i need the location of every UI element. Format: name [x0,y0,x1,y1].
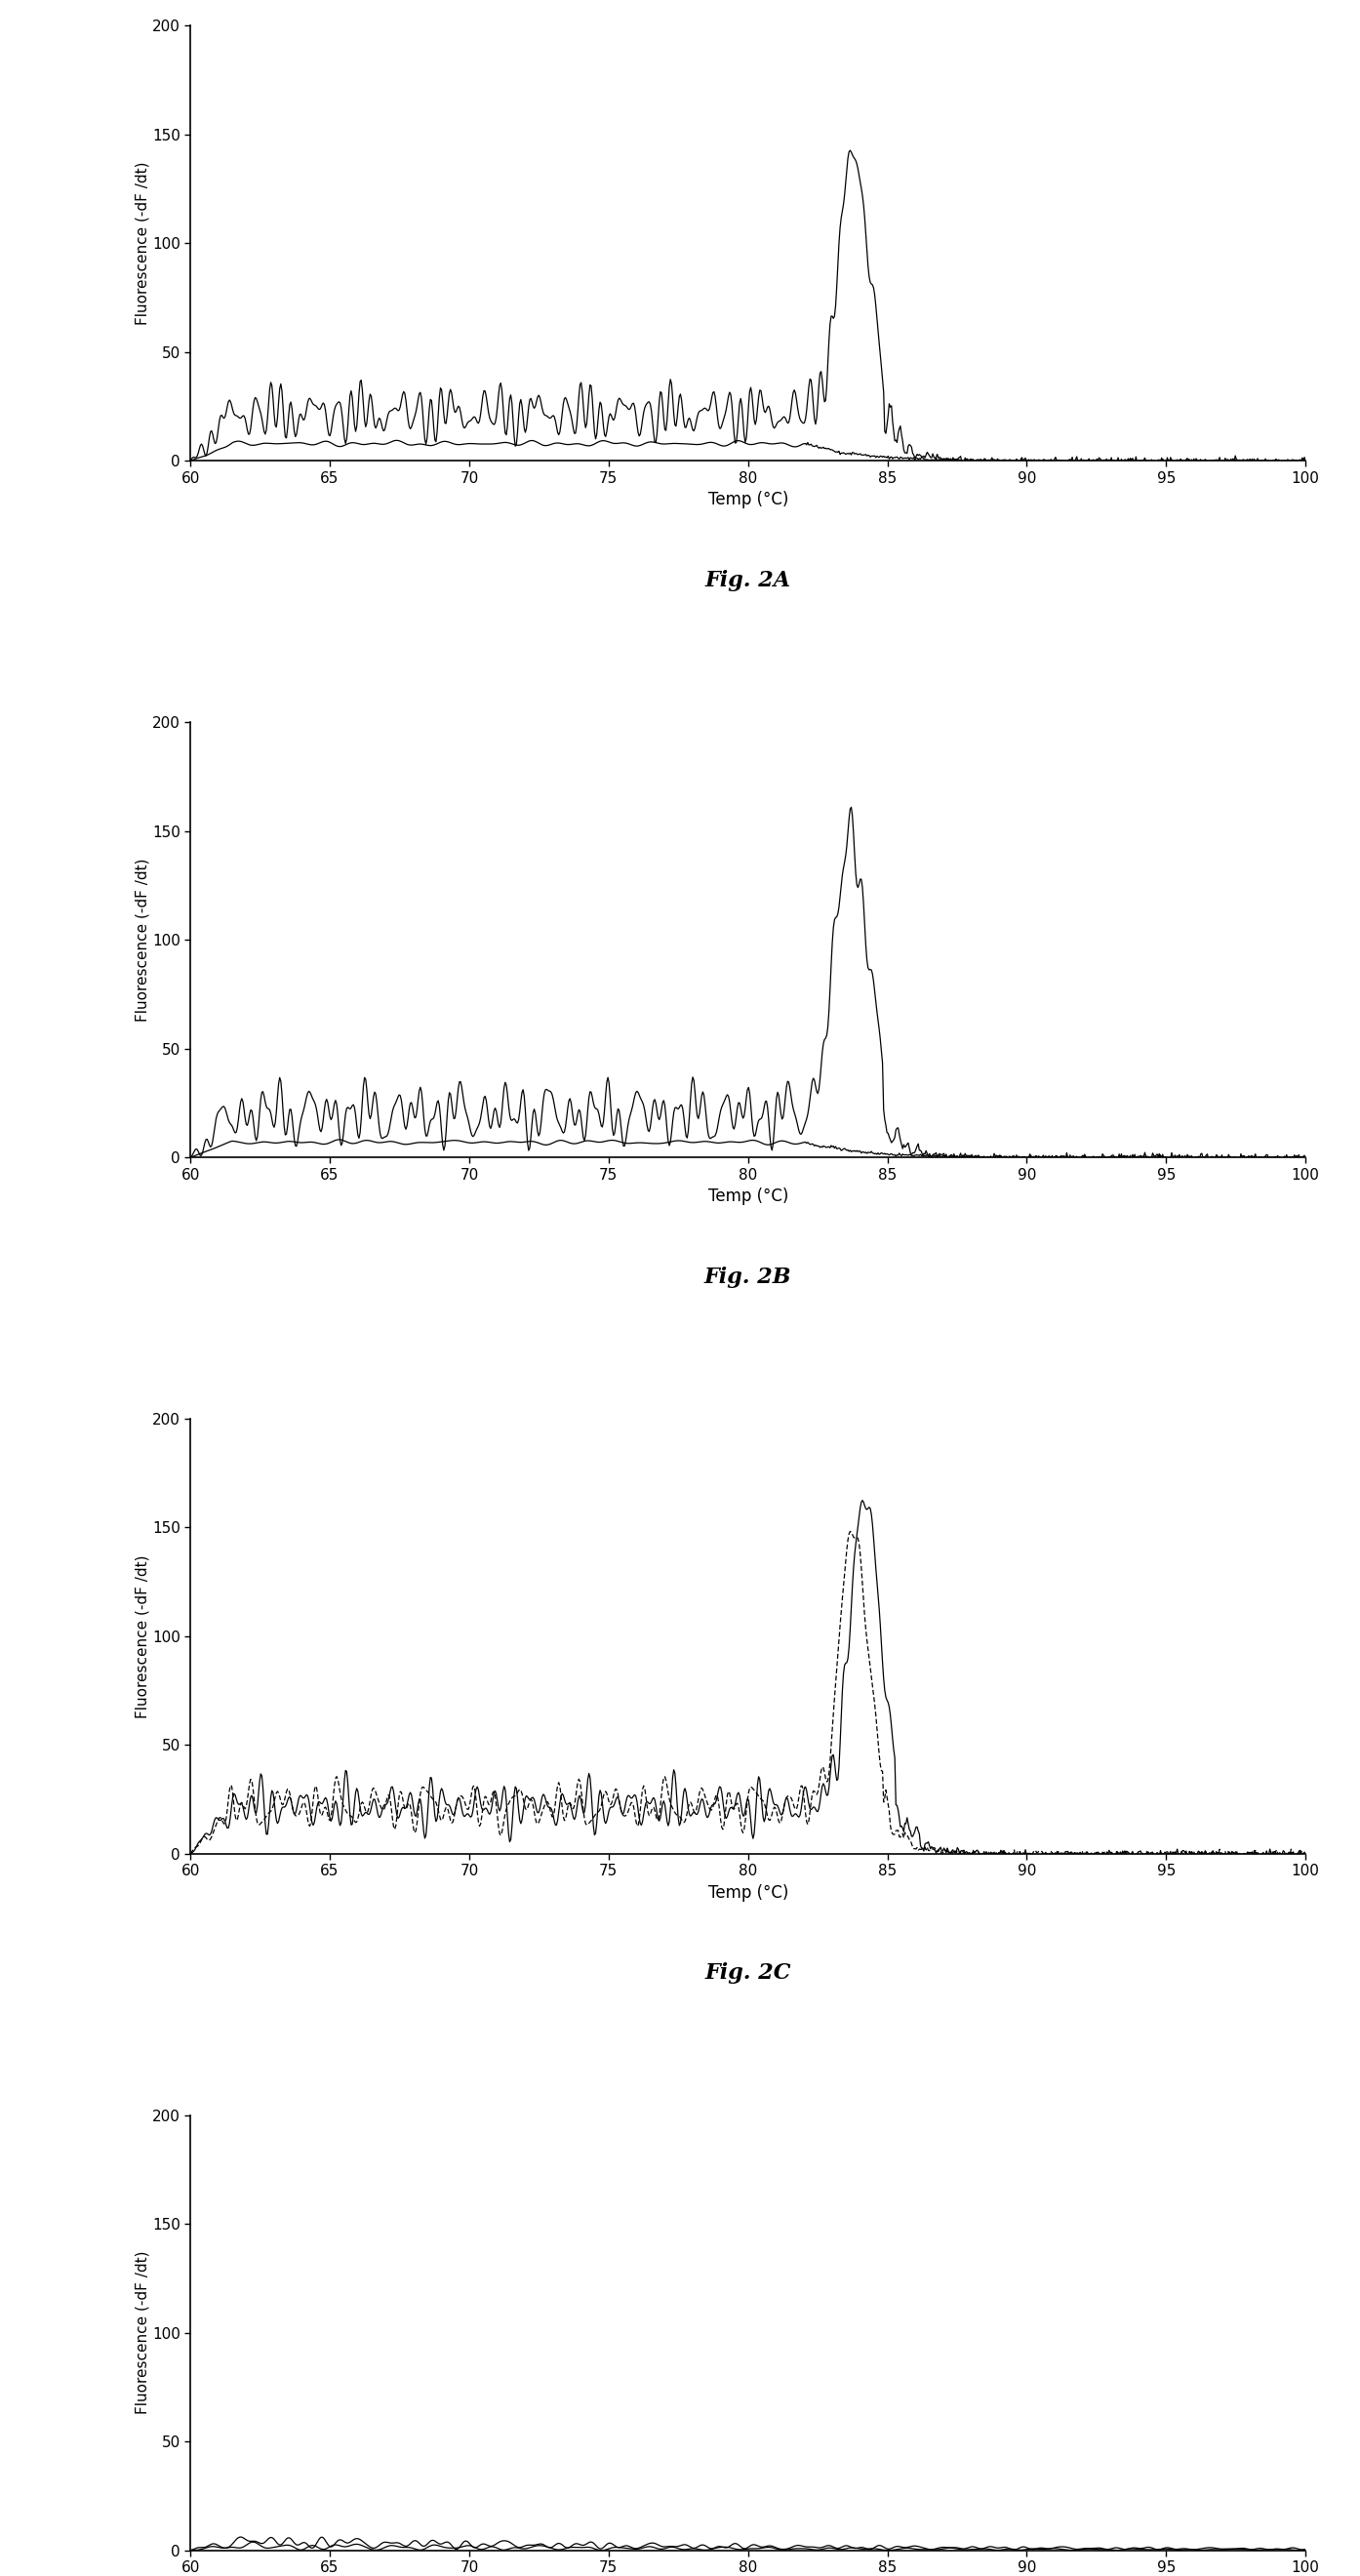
Text: Fig. 2B: Fig. 2B [704,1267,792,1288]
Y-axis label: Fluorescence (-dF /dt): Fluorescence (-dF /dt) [135,858,150,1023]
X-axis label: Temp (°C): Temp (°C) [707,492,789,510]
X-axis label: Temp (°C): Temp (°C) [707,1883,789,1901]
X-axis label: Temp (°C): Temp (°C) [707,1188,789,1206]
Y-axis label: Fluorescence (-dF /dt): Fluorescence (-dF /dt) [135,162,150,325]
Y-axis label: Fluorescence (-dF /dt): Fluorescence (-dF /dt) [135,1553,150,1718]
Text: Fig. 2C: Fig. 2C [704,1963,792,1984]
Y-axis label: Fluorescence (-dF /dt): Fluorescence (-dF /dt) [135,2251,150,2414]
Text: Fig. 2A: Fig. 2A [704,569,792,592]
